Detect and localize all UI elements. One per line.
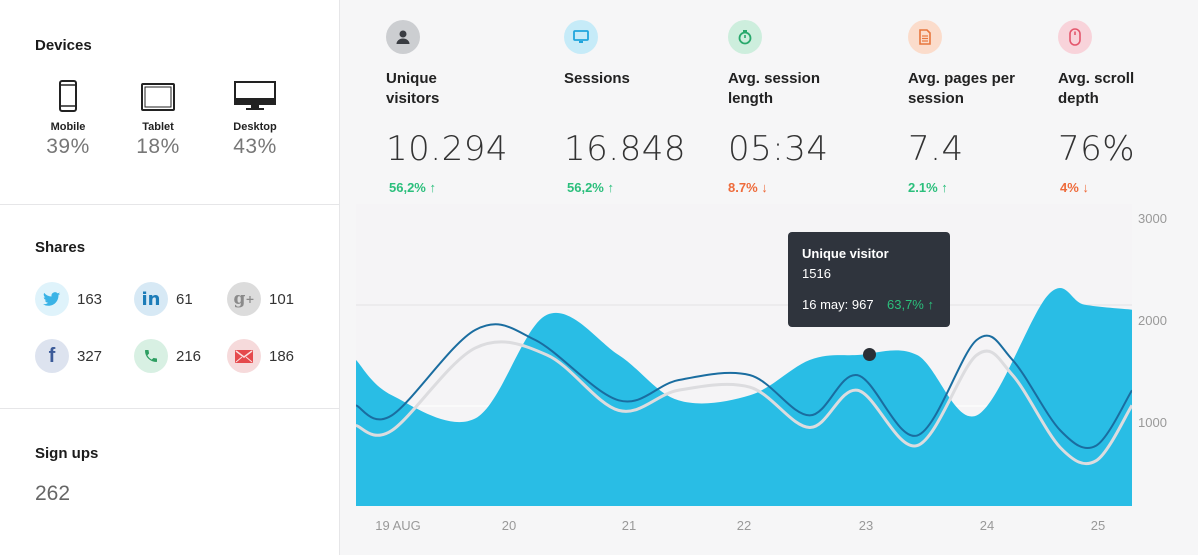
device-label: Desktop xyxy=(233,121,277,133)
x-tick-label: 19 AUG xyxy=(375,518,421,533)
share-count: 216 xyxy=(176,347,202,365)
kpi-title: Unique visitors xyxy=(386,70,440,107)
signups-value: 262 xyxy=(35,482,71,505)
kpi-change: 56,2% ↑ xyxy=(389,180,436,195)
linkedin-icon: in xyxy=(134,282,168,316)
kpi-avg-scroll-depth: Avg. scroll depth 76% 4% ↓ xyxy=(1058,20,1168,195)
share-email[interactable]: 186 xyxy=(227,339,294,373)
device-label: Mobile xyxy=(50,121,86,133)
facebook-icon: f xyxy=(35,339,69,373)
x-tick-label: 21 xyxy=(621,518,637,533)
x-tick-label: 20 xyxy=(501,518,517,533)
chart-area xyxy=(356,204,1132,506)
x-tick-label: 23 xyxy=(858,518,874,533)
share-count: 101 xyxy=(269,290,295,308)
device-desktop: Desktop 43% xyxy=(215,80,295,159)
share-count: 163 xyxy=(77,290,103,308)
x-tick-label: 22 xyxy=(736,518,752,533)
kpi-avg-session-length: Avg. session length 05:34 8.7% ↓ xyxy=(728,20,878,195)
tooltip-change: 63,7% ↑ xyxy=(887,297,934,312)
tooltip-title: Unique visitor xyxy=(802,246,889,261)
y-tick-label: 1000 xyxy=(1138,415,1167,430)
device-tablet: Tablet 18% xyxy=(118,80,198,159)
email-icon xyxy=(227,339,261,373)
y-tick-label: 2000 xyxy=(1138,313,1167,328)
phone-icon xyxy=(134,339,168,373)
tablet-icon xyxy=(141,83,175,111)
series-line-shadow xyxy=(356,340,1132,466)
x-tick-label: 24 xyxy=(979,518,995,533)
tooltip-date-value: 16 may: 967 xyxy=(802,297,874,312)
kpi-change: 4% ↓ xyxy=(1060,180,1089,195)
kpi-title: Avg. scroll depth xyxy=(1058,70,1135,107)
shares-title: Shares xyxy=(35,239,86,256)
signups-title: Sign ups xyxy=(35,445,99,462)
sidebar: Devices Mobile 39% Tablet 18% Desktop 43… xyxy=(0,0,340,555)
share-phone[interactable]: 216 xyxy=(134,339,201,373)
desktop-icon xyxy=(234,81,276,110)
series-area xyxy=(356,288,1132,506)
share-count: 327 xyxy=(77,347,103,365)
monitor-icon xyxy=(564,20,598,54)
series-line xyxy=(356,323,1132,450)
kpi-title: Avg. session length xyxy=(728,70,820,107)
device-percent: 43% xyxy=(233,135,277,158)
kpi-change: 56,2% ↑ xyxy=(567,180,614,195)
kpi-unique-visitors: Unique visitors 10.294 56,2% ↑ xyxy=(386,20,536,195)
google-plus-icon: g + xyxy=(227,282,261,316)
device-percent: 39% xyxy=(46,135,90,158)
device-percent: 18% xyxy=(136,135,180,158)
y-tick-label: 3000 xyxy=(1138,211,1167,226)
share-google-plus[interactable]: g + 101 xyxy=(227,282,294,316)
stopwatch-icon xyxy=(728,20,762,54)
kpi-avg-pages: Avg. pages per session 7.4 2.1% ↑ xyxy=(908,20,1058,195)
chart-marker[interactable] xyxy=(863,348,876,361)
devices-section: Devices Mobile 39% Tablet 18% Desktop 43… xyxy=(0,0,339,205)
tooltip-value: 1516 xyxy=(802,266,831,281)
kpi-title: Sessions xyxy=(564,70,630,87)
x-tick-label: 25 xyxy=(1090,518,1106,533)
kpi-value: 10.294 xyxy=(386,129,508,169)
chart-tooltip: Unique visitor 1516 16 may: 967 63,7% ↑ xyxy=(788,232,950,327)
visitors-chart xyxy=(356,288,1132,506)
shares-section: Shares 163 in 61 g + 101 f 327 216 186 xyxy=(0,205,339,409)
kpi-value: 7.4 xyxy=(908,129,964,169)
document-icon xyxy=(908,20,942,54)
share-linkedin[interactable]: in 61 xyxy=(134,282,193,316)
kpi-title: Avg. pages per session xyxy=(908,70,1015,107)
device-label: Tablet xyxy=(142,121,174,133)
kpi-value: 76% xyxy=(1058,129,1136,169)
share-facebook[interactable]: f 327 xyxy=(35,339,102,373)
user-icon xyxy=(386,20,420,54)
devices-title: Devices xyxy=(35,37,92,54)
kpi-sessions: Sessions 16.848 56,2% ↑ xyxy=(564,20,714,195)
device-mobile: Mobile 39% xyxy=(28,80,108,159)
kpi-change: 2.1% ↑ xyxy=(908,180,948,195)
share-count: 186 xyxy=(269,347,295,365)
kpi-value: 05:34 xyxy=(728,129,829,169)
twitter-icon xyxy=(35,282,69,316)
share-twitter[interactable]: 163 xyxy=(35,282,102,316)
kpi-value: 16.848 xyxy=(564,129,686,169)
mouse-icon xyxy=(1058,20,1092,54)
mobile-icon xyxy=(59,80,77,112)
signups-section: Sign ups xyxy=(0,409,339,555)
kpi-change: 8.7% ↓ xyxy=(728,180,768,195)
share-count: 61 xyxy=(176,290,193,308)
